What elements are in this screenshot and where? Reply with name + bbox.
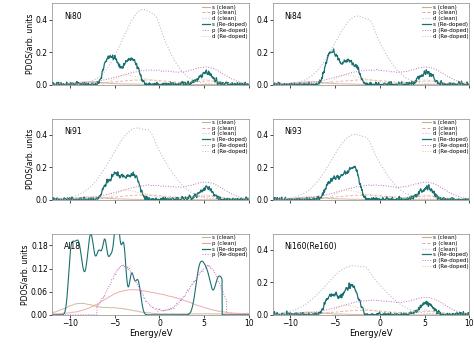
Text: Ni93: Ni93 [284,127,302,136]
Y-axis label: PDOS/arb. units: PDOS/arb. units [20,244,29,304]
Text: Ni80: Ni80 [64,11,82,20]
Legend: s (clean), p (clean), d (clean), s (Re-doped), p (Re-doped), d (Re-doped): s (clean), p (clean), d (clean), s (Re-d… [201,4,248,39]
Legend: s (clean), p (clean), d (clean), s (Re-doped), p (Re-doped), d (Re-doped): s (clean), p (clean), d (clean), s (Re-d… [201,119,248,154]
Legend: s (clean), p (clean), d (clean), s (Re-doped), p (Re-doped), d (Re-doped): s (clean), p (clean), d (clean), s (Re-d… [421,119,469,154]
Legend: s (clean), p (clean), d (clean), s (Re-doped), p (Re-doped), d (Re-doped): s (clean), p (clean), d (clean), s (Re-d… [421,4,469,39]
X-axis label: Energy/eV: Energy/eV [349,329,392,338]
Text: Ni91: Ni91 [64,127,82,136]
Legend: s (clean), p (clean), d (clean), s (Re-doped), p (Re-doped), d (Re-doped): s (clean), p (clean), d (clean), s (Re-d… [421,234,469,270]
X-axis label: Energy/eV: Energy/eV [129,329,172,338]
Text: Ni160(Re160): Ni160(Re160) [284,242,337,251]
Text: Ni84: Ni84 [284,11,302,20]
Legend: s (clean), p (clean), s (Re-doped), p (Re-doped): s (clean), p (clean), s (Re-doped), p (R… [201,234,248,258]
Y-axis label: PDOS/arb. units: PDOS/arb. units [26,14,35,74]
Text: Al18: Al18 [64,242,81,251]
Y-axis label: PDOS/arb. units: PDOS/arb. units [26,129,35,189]
